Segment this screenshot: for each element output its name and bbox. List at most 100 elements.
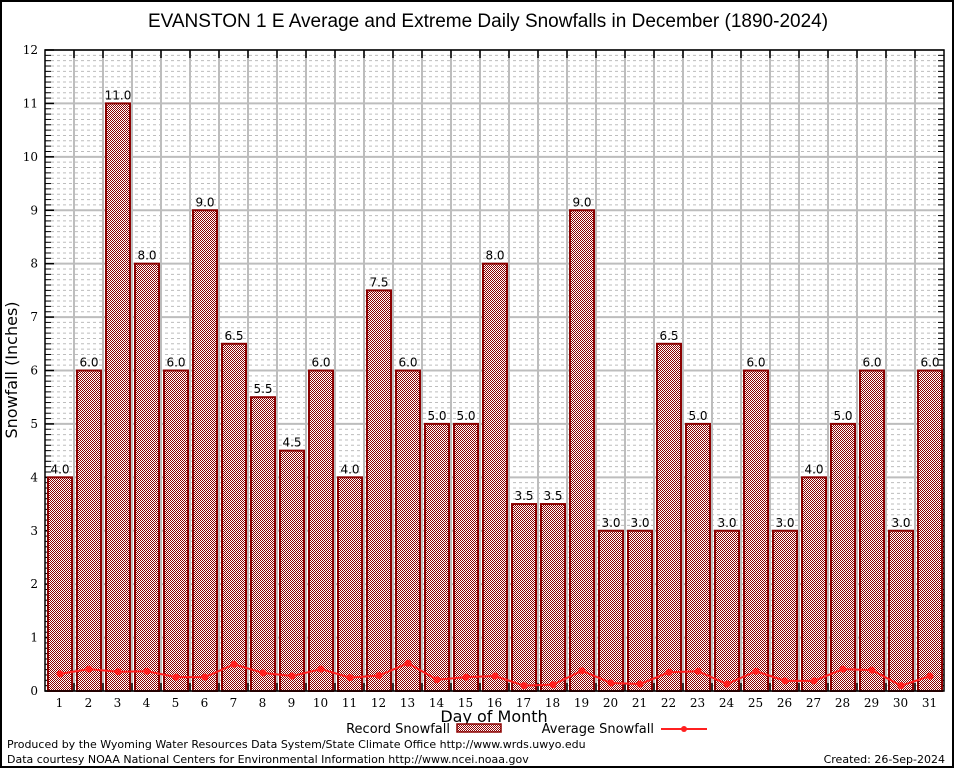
x-tick-label: 30 (893, 696, 908, 710)
bar-label-day-14: 5.0 (427, 409, 446, 423)
bar-day-11 (337, 476, 363, 693)
average-point-day-25 (752, 667, 760, 675)
bar-label-day-11: 4.0 (340, 462, 359, 476)
x-tick-label: 17 (516, 696, 531, 710)
average-point-day-23 (694, 667, 702, 675)
y-tick-label: 7 (30, 310, 38, 324)
x-tick-label: 22 (661, 696, 676, 710)
average-point-day-10 (317, 665, 325, 673)
x-tick-label: 11 (342, 696, 357, 710)
y-tick-label: 4 (30, 470, 38, 484)
average-point-day-31 (926, 672, 934, 680)
bar-label-day-24: 3.0 (717, 516, 736, 530)
bar-day-19 (569, 209, 595, 692)
average-point-day-3 (114, 668, 122, 676)
legend-record-swatch (456, 723, 502, 733)
bar-day-23 (685, 422, 711, 692)
x-tick-label: 23 (690, 696, 705, 710)
y-tick-label: 9 (30, 203, 38, 217)
average-point-day-20 (607, 679, 615, 687)
bar-label-day-4: 8.0 (137, 249, 156, 263)
bar-day-22 (656, 342, 682, 692)
average-point-day-15 (462, 673, 470, 681)
x-tick-label: 10 (313, 696, 328, 710)
x-tick-label: 5 (172, 696, 180, 710)
footer-produced-by: Produced by the Wyoming Water Resources … (7, 738, 586, 751)
x-tick-label: 27 (806, 696, 821, 710)
x-tick-label: 19 (574, 696, 589, 710)
bar-label-day-17: 3.5 (514, 489, 533, 503)
x-tick-label: 24 (719, 696, 735, 710)
bar-label-day-12: 7.5 (369, 275, 388, 289)
x-tick-label: 3 (114, 696, 122, 710)
bar-day-25 (743, 369, 769, 692)
legend-average-label: Average Snowfall (542, 722, 654, 737)
bar-label-day-6: 9.0 (195, 195, 214, 209)
average-point-day-7 (230, 660, 238, 668)
y-tick-label: 1 (30, 631, 38, 645)
bar-day-5 (163, 369, 189, 692)
footer-created: Created: 26-Sep-2024 (823, 753, 945, 766)
chart-title: EVANSTON 1 E Average and Extreme Daily S… (148, 11, 828, 32)
average-point-day-28 (839, 665, 847, 673)
bar-day-1 (47, 476, 73, 693)
bar-day-8 (250, 396, 276, 692)
bar-day-7 (221, 342, 247, 692)
bar-day-16 (482, 262, 508, 692)
average-point-day-2 (85, 665, 93, 673)
bar-day-30 (888, 529, 914, 692)
x-tick-label: 7 (230, 696, 238, 710)
bar-day-31 (917, 369, 943, 692)
y-tick-label: 3 (30, 524, 38, 538)
average-point-day-30 (897, 682, 905, 690)
bar-label-day-18: 3.5 (543, 489, 562, 503)
average-point-day-4 (143, 667, 151, 675)
bars (47, 102, 943, 693)
bar-label-day-9: 4.5 (282, 436, 301, 450)
bar-label-day-8: 5.5 (253, 382, 272, 396)
x-tick-label: 14 (429, 696, 445, 710)
average-point-day-27 (810, 677, 818, 685)
x-tick-label: 21 (632, 696, 647, 710)
legend: Record Snowfall Average Snowfall (346, 722, 707, 737)
bar-day-2 (76, 369, 102, 692)
x-ticks: 1 2 3 4 5 6 7 8 9 10 11 12 13 14 15 16 17 18 19 20 21 22 23 24 2… (56, 696, 937, 710)
footer-data-courtesy: Data courtesy NOAA National Centers for … (7, 753, 529, 766)
average-point-day-29 (868, 666, 876, 674)
x-tick-label: 20 (603, 696, 618, 710)
y-axis-label: Snowfall (Inches) (2, 301, 21, 438)
bar-label-day-30: 3.0 (891, 516, 910, 530)
plot-border (44, 49, 945, 692)
bar-label-day-20: 3.0 (601, 516, 620, 530)
legend-average-marker (681, 726, 687, 732)
bar-day-24 (714, 529, 740, 692)
y-tick-label: 2 (30, 577, 38, 591)
bar-label-day-3: 11.0 (105, 88, 132, 102)
x-tick-label: 29 (864, 696, 879, 710)
bar-day-26 (772, 529, 798, 692)
bar-day-18 (540, 503, 566, 692)
average-point-day-8 (259, 669, 267, 677)
x-tick-label: 4 (143, 696, 151, 710)
bar-label-day-10: 6.0 (311, 356, 330, 370)
average-point-day-14 (433, 676, 441, 684)
x-tick-label: 31 (922, 696, 937, 710)
bar-day-29 (859, 369, 885, 692)
bar-day-17 (511, 503, 537, 692)
average-point-day-19 (578, 667, 586, 675)
bar-label-day-23: 5.0 (688, 409, 707, 423)
average-point-day-13 (404, 659, 412, 667)
x-tick-label: 16 (487, 696, 502, 710)
bar-label-day-13: 6.0 (398, 356, 417, 370)
x-tick-label: 12 (371, 696, 386, 710)
bar-day-14 (424, 422, 450, 692)
y-tick-label: 8 (30, 257, 38, 271)
average-point-day-16 (491, 672, 499, 680)
bar-label-day-2: 6.0 (79, 356, 98, 370)
bar-day-4 (134, 262, 160, 692)
average-point-day-1 (56, 670, 64, 678)
x-tick-label: 13 (400, 696, 415, 710)
bar-label-day-31: 6.0 (920, 356, 939, 370)
